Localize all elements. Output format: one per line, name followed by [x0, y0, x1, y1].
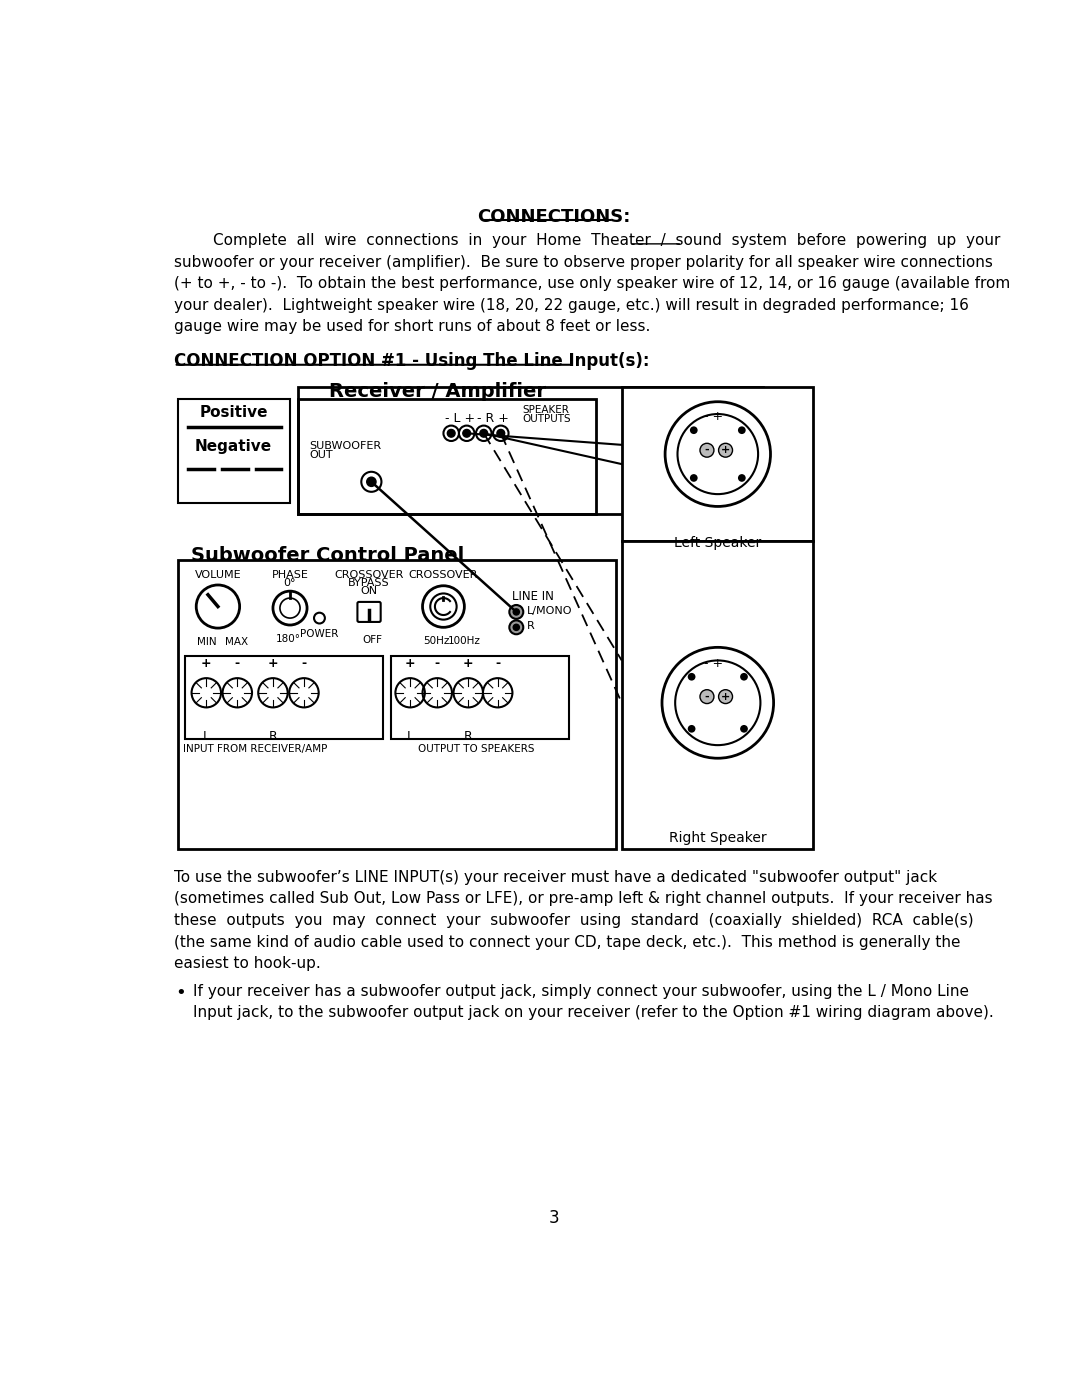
Text: ON: ON	[361, 585, 378, 595]
Text: +: +	[721, 692, 730, 701]
Text: -: -	[434, 658, 440, 671]
Text: OUTPUTS: OUTPUTS	[523, 414, 571, 425]
Circle shape	[688, 725, 696, 732]
Circle shape	[690, 426, 698, 434]
Text: - L +: - L +	[445, 412, 475, 425]
Circle shape	[447, 429, 455, 437]
Text: R: R	[464, 729, 473, 743]
Text: Complete  all  wire  connections  in  your  Home  Theater  /  sound  system  bef: Complete all wire connections in your Ho…	[174, 233, 1000, 249]
Text: (the same kind of audio cable used to connect your CD, tape deck, etc.).  This m: (the same kind of audio cable used to co…	[174, 935, 960, 950]
FancyBboxPatch shape	[186, 655, 383, 739]
Text: Positive: Positive	[199, 405, 268, 420]
Text: SUBWOOFER: SUBWOOFER	[309, 441, 381, 451]
FancyBboxPatch shape	[177, 560, 616, 849]
Text: L: L	[203, 729, 210, 743]
Text: 180°: 180°	[276, 634, 301, 644]
Text: Right Speaker: Right Speaker	[669, 831, 767, 845]
Text: CONNECTIONS:: CONNECTIONS:	[476, 208, 631, 226]
Text: BYPASS: BYPASS	[348, 578, 390, 588]
Text: these  outputs  you  may  connect  your  subwoofer  using  standard  (coaxially : these outputs you may connect your subwo…	[174, 914, 973, 928]
Text: L/MONO: L/MONO	[527, 606, 572, 616]
Circle shape	[513, 624, 519, 630]
Text: SPEAKER: SPEAKER	[523, 405, 569, 415]
Text: (sometimes called Sub Out, Low Pass or LFE), or pre-amp left & right channel out: (sometimes called Sub Out, Low Pass or L…	[174, 891, 993, 907]
Text: CROSSOVER: CROSSOVER	[408, 570, 478, 580]
Text: MAX: MAX	[225, 637, 248, 647]
Text: L: L	[407, 729, 414, 743]
Text: INPUT FROM RECEIVER/AMP: INPUT FROM RECEIVER/AMP	[183, 745, 327, 754]
Text: R: R	[269, 729, 278, 743]
Circle shape	[718, 443, 732, 457]
Text: -: -	[495, 658, 500, 671]
FancyBboxPatch shape	[622, 541, 813, 849]
Circle shape	[688, 673, 696, 680]
Circle shape	[740, 673, 747, 680]
Text: subwoofer or your receiver (amplifier).  Be sure to observe proper polarity for : subwoofer or your receiver (amplifier). …	[174, 254, 993, 270]
Text: To use the subwoofer’s LINE INPUT(s) your receiver must have a dedicated "subwoo: To use the subwoofer’s LINE INPUT(s) you…	[174, 870, 936, 884]
Circle shape	[700, 690, 714, 704]
Text: gauge wire may be used for short runs of about 8 feet or less.: gauge wire may be used for short runs of…	[174, 320, 650, 334]
Text: LINE IN: LINE IN	[512, 590, 554, 602]
Circle shape	[463, 429, 471, 437]
Text: +: +	[268, 658, 279, 671]
Text: R: R	[527, 622, 535, 631]
Text: If your receiver has a subwoofer output jack, simply connect your subwoofer, usi: If your receiver has a subwoofer output …	[193, 983, 969, 999]
Text: -: -	[234, 658, 240, 671]
Text: -: -	[301, 658, 307, 671]
Text: - +: - +	[704, 411, 724, 423]
Text: MIN: MIN	[197, 637, 217, 647]
Text: CROSSOVER: CROSSOVER	[335, 570, 404, 580]
FancyBboxPatch shape	[177, 398, 291, 503]
Text: -: -	[704, 692, 710, 701]
Text: 100Hz: 100Hz	[448, 636, 481, 645]
Text: Subwoofer Control Panel: Subwoofer Control Panel	[191, 546, 464, 566]
Circle shape	[480, 429, 488, 437]
Circle shape	[510, 605, 524, 619]
Circle shape	[740, 725, 747, 732]
Text: 50Hz: 50Hz	[423, 636, 449, 645]
Text: Receiver / Amplifier: Receiver / Amplifier	[328, 381, 545, 401]
Text: •: •	[175, 983, 186, 1002]
Text: +: +	[405, 658, 416, 671]
Text: 0°: 0°	[284, 578, 296, 588]
FancyBboxPatch shape	[622, 387, 813, 541]
Text: Negative: Negative	[194, 439, 272, 454]
Text: Left Speaker: Left Speaker	[674, 535, 761, 549]
FancyBboxPatch shape	[391, 655, 569, 739]
Text: OUTPUT TO SPEAKERS: OUTPUT TO SPEAKERS	[418, 745, 535, 754]
Circle shape	[497, 429, 504, 437]
Circle shape	[738, 474, 745, 482]
Text: (+ to +, - to -).  To obtain the best performance, use only speaker wire of 12, : (+ to +, - to -). To obtain the best per…	[174, 277, 1010, 291]
Circle shape	[718, 690, 732, 704]
Text: OUT: OUT	[309, 450, 333, 460]
Circle shape	[513, 609, 519, 615]
Circle shape	[700, 443, 714, 457]
Text: 3: 3	[549, 1208, 558, 1227]
FancyBboxPatch shape	[357, 602, 380, 622]
Text: - +: - +	[704, 657, 724, 669]
Circle shape	[738, 426, 745, 434]
Text: VOLUME: VOLUME	[194, 570, 241, 580]
Text: POWER: POWER	[300, 629, 339, 638]
Text: - R +: - R +	[477, 412, 509, 425]
Circle shape	[510, 620, 524, 634]
Text: Input jack, to the subwoofer output jack on your receiver (refer to the Option #: Input jack, to the subwoofer output jack…	[193, 1006, 994, 1020]
Text: +: +	[721, 446, 730, 455]
Circle shape	[367, 478, 376, 486]
Text: PHASE: PHASE	[271, 570, 309, 580]
Text: easiest to hook-up.: easiest to hook-up.	[174, 956, 321, 971]
Text: -: -	[704, 446, 710, 455]
Text: +: +	[201, 658, 212, 671]
Circle shape	[690, 474, 698, 482]
Text: CONNECTION OPTION #1 - Using The Line Input(s):: CONNECTION OPTION #1 - Using The Line In…	[174, 352, 649, 370]
Text: OFF: OFF	[362, 636, 382, 645]
Text: your dealer).  Lightweight speaker wire (18, 20, 22 gauge, etc.) will result in : your dealer). Lightweight speaker wire (…	[174, 298, 969, 313]
FancyBboxPatch shape	[298, 398, 596, 514]
Text: +: +	[463, 658, 473, 671]
